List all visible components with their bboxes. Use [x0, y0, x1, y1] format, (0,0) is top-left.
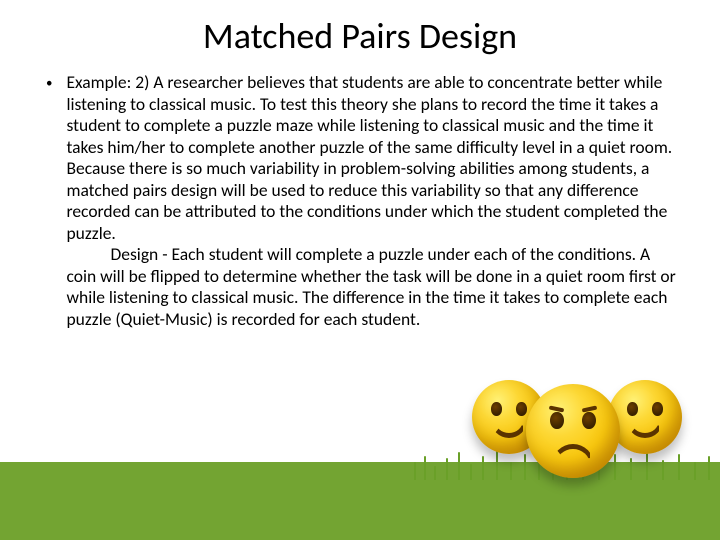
smiley-group [464, 362, 684, 482]
smiley-sad-front-icon [526, 384, 620, 478]
slide: Matched Pairs Design • Example: 2) A res… [0, 0, 720, 540]
paragraph-1: Example: 2) A researcher believes that s… [66, 72, 680, 244]
slide-body: • Example: 2) A researcher believes that… [0, 66, 720, 330]
bullet-item: • Example: 2) A researcher believes that… [46, 72, 680, 330]
slide-title: Matched Pairs Design [0, 0, 720, 66]
paragraph-2: Design - Each student will complete a pu… [66, 244, 680, 330]
bullet-text: Example: 2) A researcher believes that s… [66, 72, 680, 330]
bullet-glyph: • [46, 76, 52, 91]
